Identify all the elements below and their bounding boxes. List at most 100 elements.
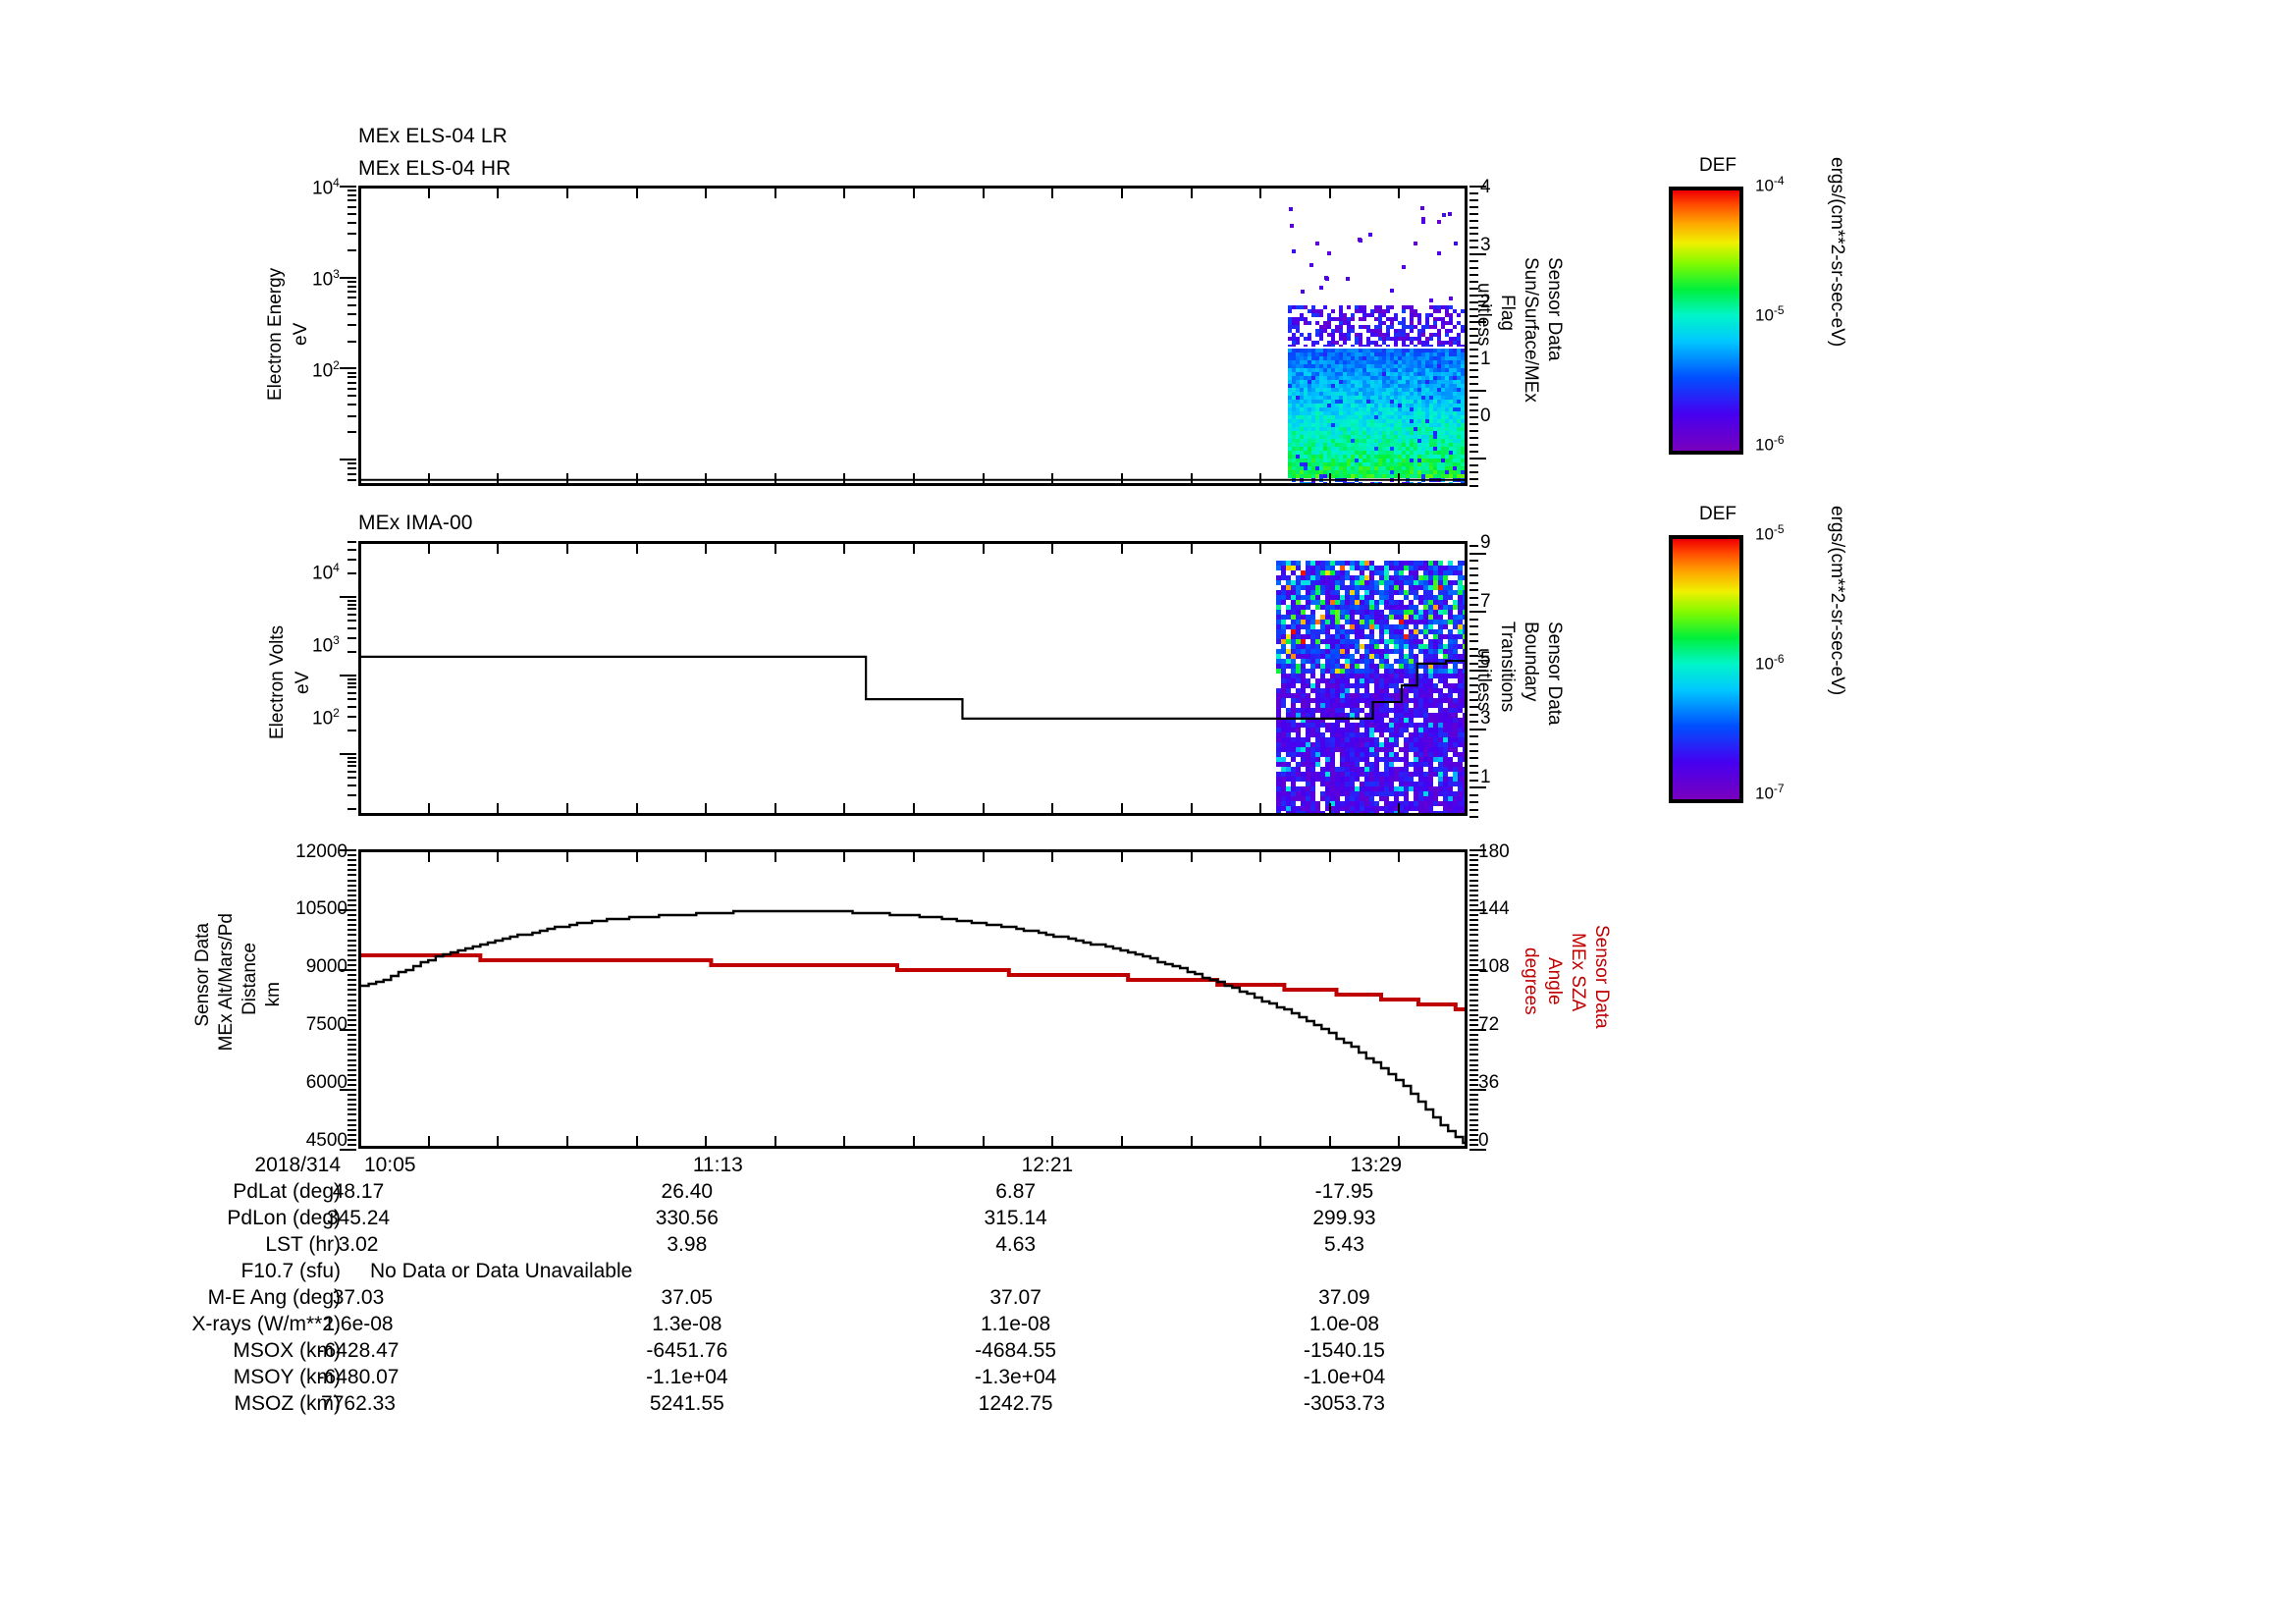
els-right-tick-3: 3 [1480, 235, 1491, 255]
info-row-span-value: No Data or Data Unavailable [370, 1260, 633, 1282]
info-cell: -6480.07 [317, 1366, 400, 1388]
ima-spectrogram [361, 544, 1465, 813]
alt-ytick-7500: 7500 [305, 1014, 347, 1035]
info-cell: 5.43 [1324, 1233, 1364, 1256]
info-cell: -1.0e+04 [1303, 1366, 1386, 1388]
els-right-axis-label-line2: Sun/Surface/MEx [1521, 257, 1541, 403]
info-cell: -4684.55 [975, 1339, 1057, 1362]
alt-ytick-4500: 4500 [305, 1130, 347, 1151]
info-row: MSOY (km) -6480.07 -1.1e+04 -1.3e+04 -1.0e+0… [0, 1366, 1472, 1392]
colorbar-1-units: ergs/(cm**2-sr-sec-eV) [1827, 157, 1847, 348]
panel-ima-plotbox [358, 541, 1468, 816]
els-right-axis-label-line4: unitless [1473, 283, 1494, 347]
info-cell: -1.3e+04 [974, 1366, 1057, 1388]
info-cell: 330.56 [655, 1207, 719, 1229]
info-cell: 5241.55 [649, 1392, 724, 1415]
els-right-tick-1: 1 [1480, 349, 1491, 369]
info-cell: 37.07 [989, 1286, 1041, 1309]
colorbar-1-tick-top: 10-4 [1755, 174, 1785, 195]
els-ytick-10e4: 104 [312, 176, 340, 199]
info-row-label: 2018/314 [254, 1154, 341, 1176]
panel-alt-plotbox [358, 849, 1468, 1149]
ima-left-axis-label-text: Electron Volts [267, 624, 288, 740]
els-left-axis-label-line1: Electron Energy [265, 267, 286, 401]
info-cell: 3.02 [338, 1233, 379, 1256]
els-right-axis-label-line3: Flag [1497, 295, 1518, 331]
colorbar-2-tick-top: 10-5 [1755, 522, 1785, 544]
info-row: 2018/314 10:05 11:13 12:21 13:29 [0, 1154, 1472, 1180]
colorbar-2-units: ergs/(cm**2-sr-sec-eV) [1827, 506, 1847, 696]
ima-ytick-10e2: 102 [312, 706, 340, 730]
sza-right-axis-label-line4: degrees [1521, 947, 1541, 1015]
info-row: X-rays (W/m**2) 1.6e-08 1.3e-08 1.1e-08 1.0e… [0, 1313, 1472, 1339]
info-row: MSOZ (km) 7762.33 5241.55 1242.75 -3053.73 [0, 1392, 1472, 1419]
ima-right-tick-7: 7 [1480, 591, 1491, 612]
ima-right-axis-label-line3: Transitions [1497, 622, 1518, 713]
els-ytick-10e2: 102 [312, 358, 340, 382]
info-row: PdLat (deg) 48.17 26.40 6.87 -17.95 [0, 1180, 1472, 1207]
colorbar-2-box [1669, 535, 1743, 803]
info-cell: 4.63 [995, 1233, 1037, 1256]
ima-right-axis-label-line2: Boundary [1521, 622, 1541, 702]
xaxis-tick-label: 11:13 [692, 1154, 743, 1176]
els-ytick-10e3: 103 [312, 267, 340, 291]
info-cell: 315.14 [984, 1207, 1047, 1229]
info-cell: 1.6e-08 [323, 1313, 394, 1335]
info-cell: 345.24 [326, 1207, 391, 1229]
xaxis-tick-label: 13:29 [1350, 1154, 1403, 1176]
panel-ima-title: MEx IMA-00 [358, 512, 473, 534]
panel-els-title-lr: MEx ELS-04 LR [358, 125, 507, 147]
ima-ytick-10e4: 104 [312, 561, 340, 584]
info-cell: 37.09 [1318, 1286, 1370, 1309]
alt-ytick-6000: 6000 [305, 1072, 347, 1093]
colorbar-2-tick-bot: 10-7 [1755, 782, 1785, 803]
info-cell: 7762.33 [321, 1392, 396, 1415]
alt-ytick-9000: 9000 [305, 956, 347, 977]
info-cell: 299.93 [1312, 1207, 1376, 1229]
els-right-tick-4: 4 [1480, 177, 1491, 197]
alt-left-axis-label-line2: MEx Alt/Mars/Pd [216, 913, 237, 1052]
ima-right-axis-label-line1: Sensor Data [1544, 622, 1565, 726]
colorbar-2-gradient [1673, 539, 1739, 799]
colorbar-1-tick-bot: 10-6 [1755, 433, 1785, 455]
alt-ytick-12000: 12000 [295, 841, 347, 862]
info-row: LST (hr) 3.02 3.98 4.63 5.43 [0, 1233, 1472, 1260]
ima-ytick-10e3: 103 [312, 633, 340, 657]
alt-left-axis-label-line4: km [263, 982, 284, 1007]
info-cell: -1.1e+04 [646, 1366, 728, 1388]
els-right-axis-label-line1: Sensor Data [1544, 257, 1565, 361]
info-cell: -6451.76 [646, 1339, 728, 1362]
altitude-sza-plot [361, 852, 1465, 1146]
colorbar-1-tick-mid: 10-5 [1755, 303, 1785, 325]
alt-left-axis-label-line3: Distance [240, 943, 260, 1015]
els-spectrogram [361, 189, 1465, 483]
panel-els-left-axis-units: eV [291, 285, 312, 383]
sza-ytick-180: 180 [1478, 841, 1510, 862]
sza-ytick-0: 0 [1478, 1130, 1489, 1151]
ima-right-axis-label-line4: unitless [1473, 648, 1494, 712]
panel-ima-left-axis-label: Electron Volts [267, 589, 289, 776]
info-row: F10.7 (sfu) No Data or Data Unavailable [0, 1260, 1472, 1286]
panel-els-title-hr: MEx ELS-04 HR [358, 157, 511, 180]
info-cell: 37.03 [332, 1286, 385, 1309]
ima-left-axis-units-text: eV [293, 671, 313, 694]
info-cell: 37.05 [661, 1286, 714, 1309]
sza-ytick-36: 36 [1478, 1072, 1500, 1093]
els-left-axis-units-text: eV [291, 322, 311, 346]
ima-right-tick-1: 1 [1480, 767, 1491, 787]
info-cell: 1242.75 [978, 1392, 1053, 1415]
xaxis-tick-label: 10:05 [364, 1154, 416, 1176]
info-cell: 6.87 [995, 1180, 1037, 1203]
xaxis-tick-label: 12:21 [1021, 1154, 1074, 1176]
sza-right-axis-label-line3: Angle [1544, 957, 1565, 1005]
info-row: MSOX (km) -6428.47 -6451.76 -4684.55 -1540.1… [0, 1339, 1472, 1366]
colorbar-1-box [1669, 187, 1743, 455]
colorbar-2-title: DEF [1699, 504, 1736, 524]
info-cell: 26.40 [661, 1180, 714, 1203]
sza-ytick-108: 108 [1478, 956, 1510, 977]
info-cell: -17.95 [1314, 1180, 1374, 1203]
alt-ytick-10500: 10500 [295, 898, 347, 919]
panel-els-titles: MEx ELS-04 LR MEx ELS-04 HR [358, 125, 510, 181]
sza-ytick-72: 72 [1478, 1014, 1500, 1035]
